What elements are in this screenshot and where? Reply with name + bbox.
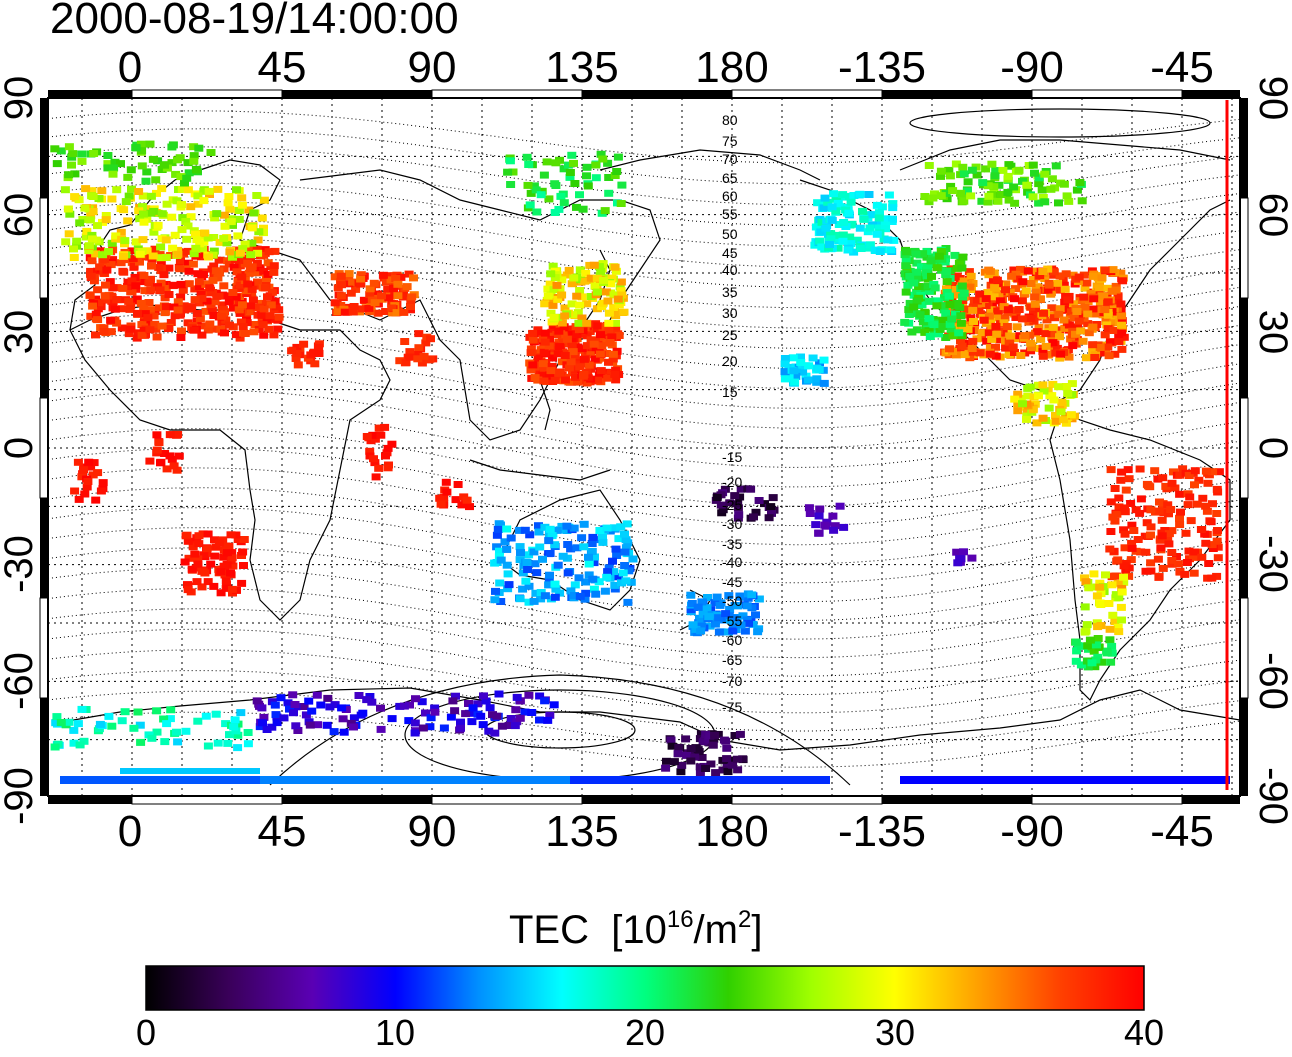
lat-tick-right: -30 — [1251, 535, 1292, 593]
lat-tick-left: 60 — [0, 193, 41, 238]
lat-tick-left: 90 — [0, 76, 41, 121]
contour-label: -20 — [722, 474, 742, 490]
contour-label: 60 — [722, 188, 738, 204]
contour-label: 20 — [722, 353, 738, 369]
contour-label: -70 — [722, 673, 742, 689]
contour-label: -35 — [722, 536, 742, 552]
contour-label: 35 — [722, 284, 738, 300]
contour-label: -30 — [722, 516, 742, 532]
contour-label: 55 — [722, 206, 738, 222]
contour-label: 30 — [722, 305, 738, 321]
lat-tick-left: -60 — [0, 652, 41, 710]
contour-label: 75 — [722, 133, 738, 149]
lon-tick-bottom: 180 — [695, 807, 768, 856]
lat-tick-right: 60 — [1251, 193, 1292, 238]
lon-tick-bottom: 45 — [258, 807, 307, 856]
timestamp-title: 2000-08-19/14:00:00 — [50, 0, 459, 43]
lat-tick-left: -30 — [0, 535, 41, 593]
lon-tick-top: 135 — [545, 43, 618, 92]
lat-tick-right: 90 — [1251, 76, 1292, 121]
contour-label: -45 — [722, 574, 742, 590]
contour-label: -75 — [722, 699, 742, 715]
lat-tick-right: -90 — [1251, 767, 1292, 825]
lon-tick-bottom: -135 — [838, 807, 926, 856]
magnetic-latitude-contours — [48, 108, 1240, 786]
lon-tick-bottom: -45 — [1150, 807, 1214, 856]
contour-label: 70 — [722, 151, 738, 167]
lon-tick-top: -45 — [1150, 43, 1214, 92]
lat-tick-right: -60 — [1251, 652, 1292, 710]
colorbar-title: TEC [1016/m2] — [509, 906, 763, 952]
lat-tick-left: -90 — [0, 767, 41, 825]
lon-tick-top: 0 — [118, 43, 142, 92]
colorbar-tick: 0 — [135, 1012, 157, 1053]
lon-tick-top: 90 — [408, 43, 457, 92]
lon-tick-bottom: 135 — [545, 807, 618, 856]
contour-label: -15 — [722, 449, 742, 465]
tec-data-pixels — [50, 140, 1230, 784]
contour-label: 25 — [722, 327, 738, 343]
colorbar-tick: 20 — [624, 1012, 666, 1053]
contour-label: -65 — [722, 652, 742, 668]
lon-tick-bottom: -90 — [1000, 807, 1064, 856]
lat-tick-left: 0 — [0, 437, 41, 459]
lat-tick-left: 30 — [0, 310, 41, 355]
colorbar-tick: 40 — [1123, 1012, 1165, 1053]
contour-label: 40 — [722, 262, 738, 278]
contour-label: 65 — [722, 170, 738, 186]
contour-label: 50 — [722, 226, 738, 242]
lat-tick-right: 0 — [1251, 437, 1292, 459]
lon-tick-top: 45 — [258, 43, 307, 92]
contour-label: -40 — [722, 554, 742, 570]
colorbar-tick: 10 — [374, 1012, 416, 1053]
lon-tick-bottom: 90 — [408, 807, 457, 856]
lon-tick-top: -90 — [1000, 43, 1064, 92]
lat-tick-right: 30 — [1251, 310, 1292, 355]
lon-tick-top: -135 — [838, 43, 926, 92]
contour-label: 15 — [722, 384, 738, 400]
contour-label: 80 — [722, 112, 738, 128]
contour-label: -60 — [722, 632, 742, 648]
contour-label: -50 — [722, 593, 742, 609]
contour-label: 45 — [722, 245, 738, 261]
lon-tick-top: 180 — [695, 43, 768, 92]
lon-tick-bottom: 0 — [118, 807, 142, 856]
contour-label: -25 — [722, 497, 742, 513]
colorbar — [145, 965, 1145, 1011]
colorbar-tick: 30 — [874, 1012, 916, 1053]
axis-labels: 0045459090135135180180-135-135-90-90-45-… — [0, 43, 1292, 856]
contour-label: -55 — [722, 613, 742, 629]
